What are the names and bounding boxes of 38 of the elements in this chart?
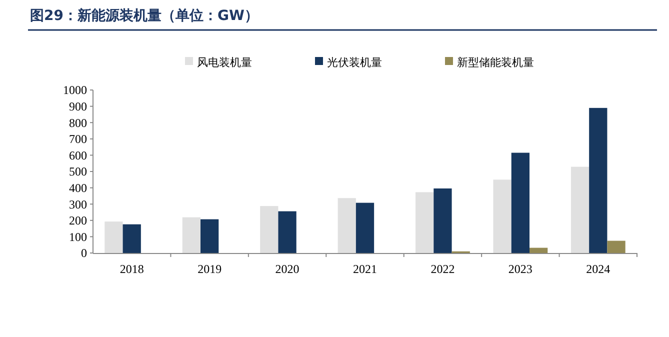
legend-label: 风电装机量 (197, 56, 252, 69)
bar (434, 188, 452, 253)
x-tick-label: 2023 (508, 262, 532, 276)
chart-title: 图29：新能源装机量（单位：GW） (30, 7, 258, 24)
bar (529, 248, 548, 253)
y-tick-label: 900 (69, 100, 87, 114)
legend-label: 新型储能装机量 (457, 56, 534, 69)
bar (200, 219, 219, 253)
y-tick-label: 300 (69, 197, 87, 212)
bar (570, 166, 590, 253)
x-tick-label: 2020 (275, 262, 300, 276)
x-tick-label: 2022 (430, 262, 455, 276)
bar (338, 198, 356, 253)
bar (182, 217, 201, 253)
bar (493, 180, 512, 253)
bar (278, 211, 296, 253)
bar (589, 108, 608, 253)
bar (260, 206, 278, 253)
bar (356, 202, 374, 253)
legend-label: 光伏装机量 (327, 56, 382, 69)
x-tick-label: 2019 (198, 262, 222, 276)
x-tick-label: 2021 (353, 262, 377, 276)
y-tick-label: 700 (69, 132, 87, 146)
y-tick-label: 0 (81, 246, 87, 260)
bar (607, 240, 626, 253)
bar (511, 152, 530, 253)
y-tick-label: 600 (69, 148, 87, 162)
y-tick-label: 500 (69, 164, 87, 179)
y-tick-label: 400 (69, 181, 87, 195)
y-tick-label: 800 (69, 116, 87, 130)
y-tick-label: 200 (69, 214, 87, 228)
bar (122, 224, 141, 253)
y-tick-label: 100 (69, 230, 87, 244)
x-tick-label: 2024 (586, 262, 610, 276)
y-tick-label: 1000 (63, 83, 87, 98)
x-tick-label: 2018 (120, 262, 144, 276)
bar (104, 222, 123, 253)
bar (416, 192, 434, 253)
